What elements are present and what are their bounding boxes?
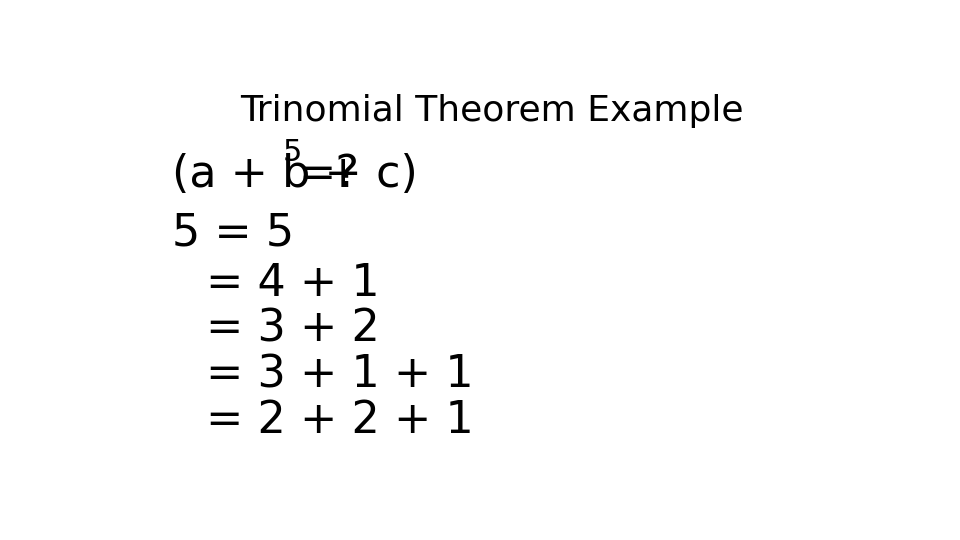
Text: = 3 + 2: = 3 + 2 xyxy=(205,307,379,350)
Text: 5 = 5: 5 = 5 xyxy=(172,212,294,255)
Text: = 4 + 1: = 4 + 1 xyxy=(205,261,379,305)
Text: Trinomial Theorem Example: Trinomial Theorem Example xyxy=(240,94,744,128)
Text: = 2 + 2 + 1: = 2 + 2 + 1 xyxy=(205,399,473,442)
Text: (a + b + c): (a + b + c) xyxy=(172,153,418,197)
Text: = 3 + 1 + 1: = 3 + 1 + 1 xyxy=(205,353,473,396)
Text: =?: =? xyxy=(299,153,360,197)
Text: 5: 5 xyxy=(282,138,301,167)
